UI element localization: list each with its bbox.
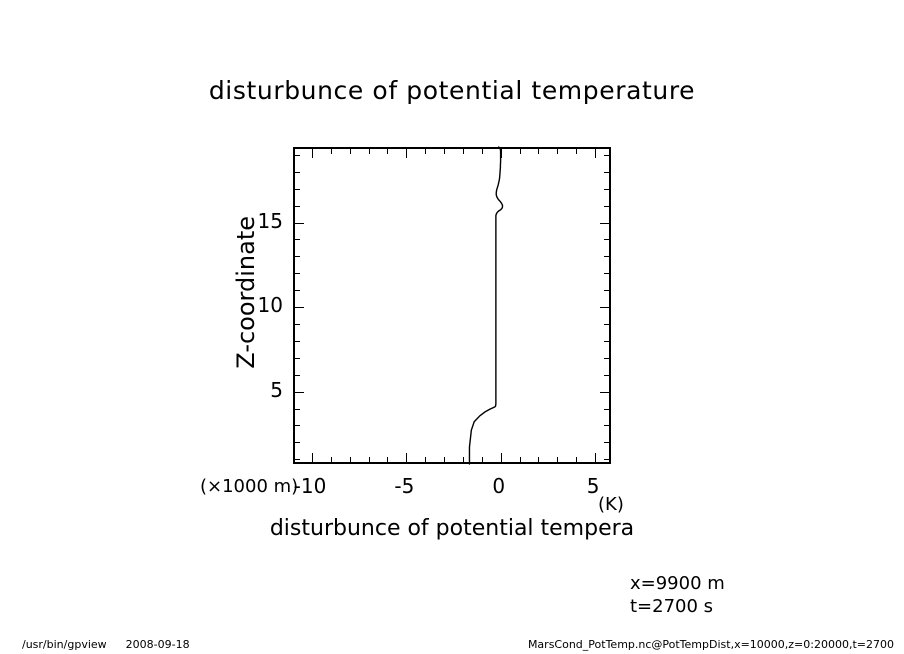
- tick-mark: [604, 239, 609, 241]
- tick-mark: [481, 149, 483, 154]
- tick-mark: [462, 457, 464, 462]
- tick-mark: [576, 457, 578, 462]
- x-tick-label: 5: [586, 474, 600, 498]
- tick-mark: [600, 307, 609, 309]
- tick-mark: [330, 149, 332, 154]
- tick-mark: [519, 149, 521, 154]
- tick-mark: [604, 357, 609, 359]
- tick-mark: [604, 188, 609, 190]
- tick-mark: [295, 357, 300, 359]
- tick-mark: [604, 442, 609, 444]
- plot-title: disturbunce of potential temperature: [208, 76, 696, 105]
- tick-mark: [295, 273, 300, 275]
- plot-frame: [293, 147, 611, 464]
- tick-mark: [295, 205, 300, 207]
- tick-mark: [444, 149, 446, 154]
- tick-mark: [425, 457, 427, 462]
- y-axis-unit-label: (×1000 m): [200, 476, 299, 497]
- tick-mark: [604, 459, 609, 461]
- tick-mark: [295, 391, 304, 393]
- tick-mark: [406, 149, 408, 158]
- tick-mark: [295, 425, 300, 427]
- tick-mark: [595, 149, 597, 158]
- tick-mark: [311, 149, 313, 158]
- footer-left: /usr/bin/gpview 2008-09-18: [22, 638, 190, 651]
- tick-mark: [387, 149, 389, 154]
- tick-mark: [604, 290, 609, 292]
- tick-mark: [295, 290, 300, 292]
- footer-right: MarsCond_PotTemp.nc@PotTempDist,x=10000,…: [527, 638, 894, 651]
- footer-date: 2008-09-18: [125, 638, 190, 651]
- x-tick-label: -10: [293, 474, 327, 498]
- tick-mark: [387, 457, 389, 462]
- x-tick-label: -5: [394, 474, 415, 498]
- annotation-t-value: t=2700 s: [630, 596, 714, 617]
- curve-polyline: [468, 146, 504, 465]
- tick-mark: [406, 453, 408, 462]
- tick-mark: [295, 171, 300, 173]
- tick-mark: [604, 171, 609, 173]
- tick-mark: [500, 453, 502, 462]
- tick-mark: [295, 442, 300, 444]
- tick-mark: [444, 457, 446, 462]
- tick-mark: [295, 340, 300, 342]
- tick-mark: [481, 457, 483, 462]
- tick-mark: [557, 149, 559, 154]
- tick-mark: [295, 307, 304, 309]
- tick-mark: [295, 239, 300, 241]
- x-axis-title: disturbunce of potential tempera: [269, 516, 635, 541]
- x-tick-label: 0: [492, 474, 506, 498]
- tick-mark: [557, 457, 559, 462]
- tick-mark: [330, 457, 332, 462]
- tick-mark: [295, 256, 300, 258]
- tick-mark: [462, 149, 464, 154]
- tick-mark: [519, 457, 521, 462]
- tick-mark: [600, 391, 609, 393]
- tick-mark: [349, 457, 351, 462]
- tick-mark: [295, 408, 300, 410]
- tick-mark: [295, 459, 300, 461]
- tick-mark: [295, 222, 304, 224]
- y-tick-label: 10: [257, 293, 283, 318]
- tick-mark: [576, 149, 578, 154]
- plot-annotations: x=9900 m t=2700 s: [630, 572, 725, 618]
- tick-mark: [311, 453, 313, 462]
- y-tick-label: 5: [270, 377, 283, 402]
- tick-mark: [604, 273, 609, 275]
- tick-mark: [295, 323, 300, 325]
- tick-mark: [604, 425, 609, 427]
- y-axis-title: Z-coordinate: [232, 216, 260, 369]
- tick-mark: [368, 457, 370, 462]
- tick-mark: [604, 374, 609, 376]
- tick-mark: [604, 256, 609, 258]
- tick-mark: [604, 408, 609, 410]
- tick-mark: [604, 205, 609, 207]
- tick-mark: [295, 374, 300, 376]
- tick-mark: [368, 149, 370, 154]
- tick-mark: [604, 340, 609, 342]
- tick-mark: [538, 457, 540, 462]
- y-tick-label: 15: [257, 208, 283, 233]
- tick-mark: [604, 154, 609, 156]
- x-axis-unit-label: (K): [598, 494, 624, 515]
- footer-command: /usr/bin/gpview: [22, 638, 107, 651]
- annotation-x-value: x=9900 m: [630, 573, 725, 594]
- tick-mark: [295, 154, 300, 156]
- tick-mark: [604, 323, 609, 325]
- tick-mark: [595, 453, 597, 462]
- tick-mark: [425, 149, 427, 154]
- tick-mark: [538, 149, 540, 154]
- tick-mark: [295, 188, 300, 190]
- data-curve: [468, 146, 504, 465]
- tick-mark: [600, 222, 609, 224]
- tick-mark: [349, 149, 351, 154]
